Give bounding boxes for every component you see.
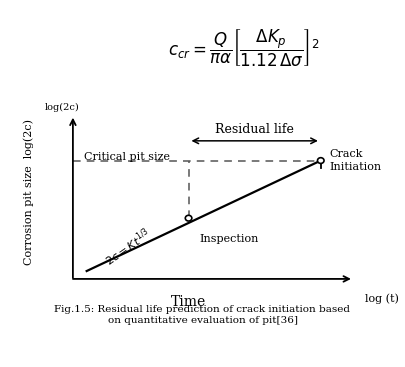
Text: Corrosion pit size  log(2c): Corrosion pit size log(2c) <box>23 119 34 265</box>
Text: Crack
Initiation: Crack Initiation <box>329 149 381 172</box>
Text: log(2c): log(2c) <box>45 102 79 112</box>
Text: Fig.1.5: Residual life prediction of crack initiation based
on quantitative eval: Fig.1.5: Residual life prediction of cra… <box>55 305 350 326</box>
Text: $c_{cr} = \dfrac{Q}{\pi\alpha}\left[\dfrac{\Delta K_p}{1.12\,\Delta\sigma}\right: $c_{cr} = \dfrac{Q}{\pi\alpha}\left[\dfr… <box>168 28 319 69</box>
Text: $2c = Kt^{1/3}$: $2c = Kt^{1/3}$ <box>102 225 154 269</box>
Text: log (t): log (t) <box>365 293 399 304</box>
Text: Residual life: Residual life <box>215 123 294 136</box>
Text: Inspection: Inspection <box>200 234 259 244</box>
Text: Time: Time <box>171 295 206 309</box>
Ellipse shape <box>318 158 324 163</box>
Ellipse shape <box>185 215 192 221</box>
Text: Critical pit size: Critical pit size <box>84 152 170 161</box>
